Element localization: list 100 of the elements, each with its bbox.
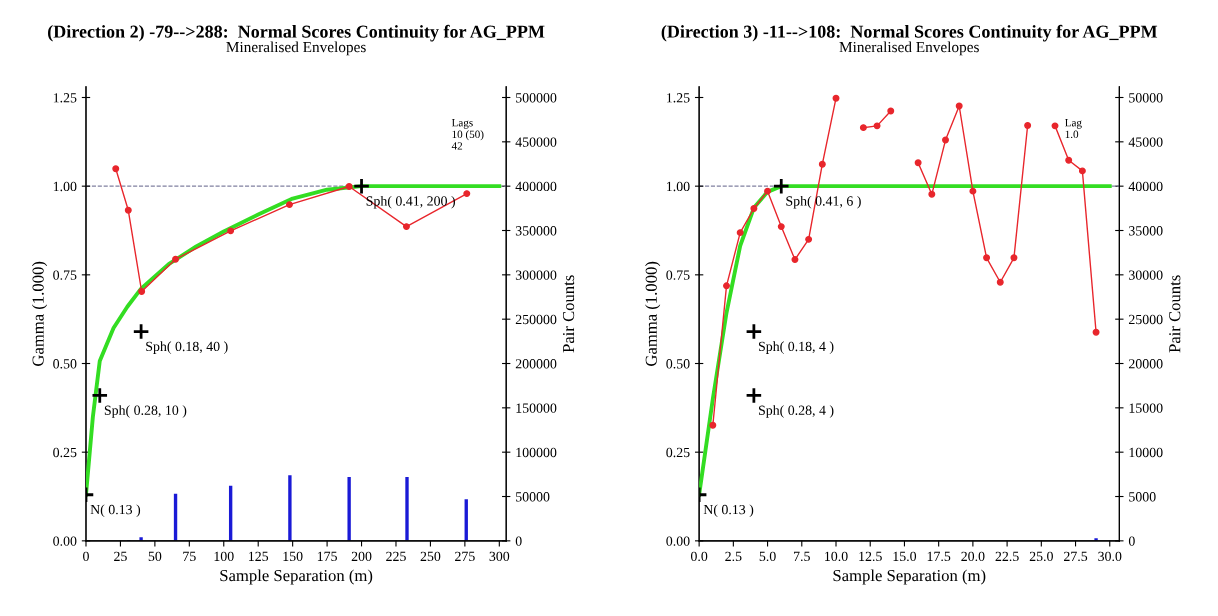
point [887,107,895,115]
y2-tick-label: 500000 [516,93,557,103]
point [969,187,977,195]
point [873,122,881,130]
data-label: Sph( 0.41, 6 ) [786,195,861,209]
point [1092,328,1100,336]
y2-tick-label: 0 [515,536,522,546]
y2-tick-label: 200000 [515,359,557,369]
x-tick-label: 12.5 [859,551,882,562]
point [1078,167,1086,175]
point [983,254,991,262]
point [745,322,763,341]
y2-tick-label: 300000 [515,270,557,280]
y-tick-label: 0.50 [666,359,690,369]
y2-tick-label: 0 [1128,536,1135,546]
y2-tick-label: 350000 [515,226,557,236]
bar [288,475,292,541]
y2-tick-label: 15000 [1129,403,1163,413]
point [402,223,410,231]
y2-tick-label: 450000 [515,137,557,147]
point [745,386,763,405]
point [791,256,799,264]
point [805,235,813,243]
y-tick-label: 0.25 [666,447,690,458]
y2-tick-label: 30000 [1129,270,1163,280]
y2-tick-label: 50000 [1129,93,1163,103]
point [132,322,150,341]
y-tick-label: 0.25 [53,447,77,458]
x-tick-label: 100 [214,551,234,562]
y-tick-label: 0.00 [53,536,77,546]
point [818,160,826,168]
x-tick-label: 27.5 [1064,551,1088,562]
y-tick-label: 1.25 [53,93,77,103]
y2-tick-label: 20000 [1128,359,1163,369]
y2-tick-label: 50000 [516,492,550,502]
bar [139,537,143,541]
x-tick-label: 2.5 [725,551,742,562]
point [996,278,1004,286]
point [914,159,922,167]
chart-title: (Direction 2) -79-->288: Normal Scores Continuity for AG_PPM [48,24,545,42]
x-tick-label: 5.0 [759,551,776,562]
y-axis-title: Gamma (1.000) [31,261,48,366]
point [1065,156,1073,164]
y2-tick-label: 25000 [1128,314,1163,325]
y-tick-label: 1.00 [667,181,690,192]
x-tick-label: 175 [317,551,337,562]
chart-subtitle: Mineralised Envelopes [839,41,979,56]
x-tick-label: 250 [420,551,441,562]
data-label: N( 0.13 ) [90,504,141,518]
y2-tick-label: 45000 [1128,137,1163,147]
y2-tick-label: 35000 [1129,226,1163,236]
x-tick-label: 200 [351,551,372,562]
y-tick-label: 0.50 [53,359,77,369]
x-tick-label: 22.5 [995,551,1019,562]
point [750,205,758,212]
data-label: N( 0.13 ) [703,504,754,518]
point [463,190,471,198]
point [777,223,785,231]
annotation: Lag 1.0 [1065,119,1082,139]
data-label: Sph( 0.18, 40 ) [146,341,228,354]
data-label: Sph( 0.28, 4 ) [758,405,834,418]
point [709,421,717,429]
line-series [85,184,502,497]
point [227,227,235,235]
x-tick-label: 10.0 [825,551,848,562]
y-tick-label: 0.75 [53,270,77,280]
point [955,102,963,110]
y-tick-label: 0.00 [666,536,690,546]
point [859,124,867,132]
data-label: Sph( 0.28, 10 ) [104,405,187,418]
point [736,229,744,237]
y-tick-label: 0.75 [666,270,690,280]
point [928,190,936,198]
data-label: Sph( 0.18, 4 ) [758,341,834,354]
x-tick-label: 25 [114,551,127,562]
y2-tick-label: 150000 [516,403,557,413]
x-tick-label: 7.5 [794,551,810,562]
x-axis-title: Sample Separation (m) [833,569,986,585]
y2-tick-label: 400000 [515,181,557,192]
x-tick-label: 50 [148,551,162,562]
chart-title: (Direction 3) -11-->108: Normal Scores Continuity for AG_PPM [661,24,1158,42]
point [1010,254,1018,262]
y2-axis-title: Pair Counts [562,275,575,353]
y2-tick-label: 10000 [1129,447,1163,458]
point [138,288,146,295]
x-tick-label: 75 [183,551,196,562]
x-tick-label: 0.0 [690,551,708,562]
bar [405,477,409,541]
y2-tick-label: 100000 [516,447,557,458]
x-tick-label: 20.0 [961,551,985,562]
point [764,187,772,195]
x-tick-label: 150 [283,551,303,562]
point [942,136,949,144]
y-tick-label: 1.25 [667,93,690,103]
y2-axis-title: Pair Counts [1169,275,1181,353]
point [124,206,132,214]
point [723,282,730,290]
x-tick-label: 17.5 [927,551,951,562]
y-tick-label: 1.00 [53,181,77,192]
point [112,165,120,173]
